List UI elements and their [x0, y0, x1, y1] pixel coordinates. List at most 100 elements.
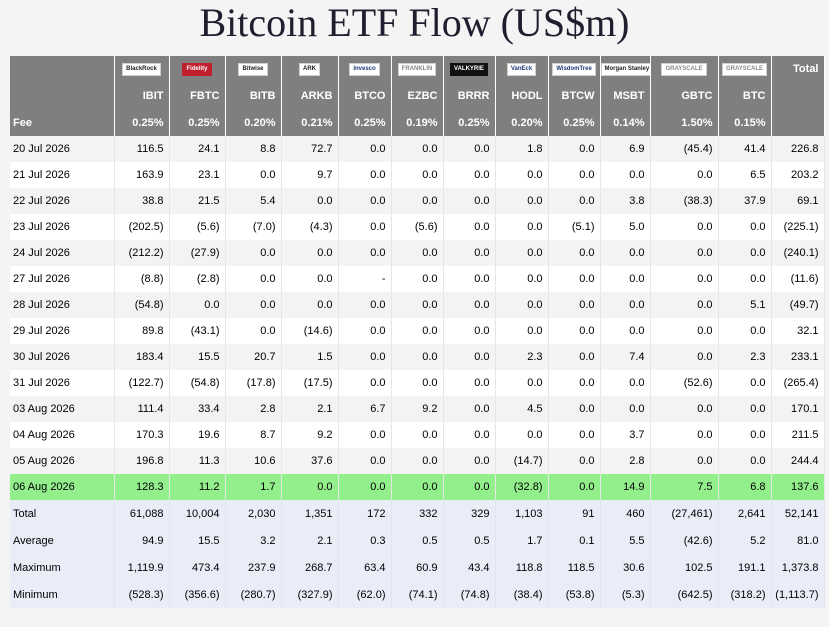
flow-value: 2.1: [281, 396, 339, 422]
flow-value: 3.7: [600, 422, 651, 448]
fee-total-blank: [771, 109, 825, 136]
summary-value: (280.7): [225, 581, 282, 608]
table-row: 06 Aug 2026 128.3 11.2 1.7 0.0 0.0 0.0 0.0 (32.8…: [10, 474, 825, 500]
ticker-row: IBIT FBTC BITB ARKB BTCO EZBC BRRR HODL BTCW MSBT…: [10, 82, 825, 109]
flow-value: 0.0: [650, 344, 719, 370]
flow-value: 0.0: [495, 318, 549, 344]
summary-value: (528.3): [114, 581, 170, 608]
summary-value: 1,103: [495, 500, 549, 527]
table-row: 24 Jul 2026 (212.2) (27.9) 0.0 0.0 0.0 0.0 0.0 0…: [10, 240, 825, 266]
summary-value: 2,030: [225, 500, 282, 527]
table-row: 04 Aug 2026 170.3 19.6 8.7 9.2 0.0 0.0 0.0 0.0 0.…: [10, 422, 825, 448]
table-row: 03 Aug 2026 111.4 33.4 2.8 2.1 6.7 9.2 0.0 4.5 0.…: [10, 396, 825, 422]
flow-value: 0.0: [650, 266, 719, 292]
flow-value: 6.5: [718, 162, 772, 188]
issuer-logo-cell: GRAYSCALE: [718, 56, 772, 82]
summary-value: 460: [600, 500, 651, 527]
summary-row: Total 61,088 10,004 2,030 1,351 172 332 329 1,10…: [10, 500, 825, 527]
flow-value: (17.5): [281, 370, 339, 396]
issuer-logo-cell: GRAYSCALE: [650, 56, 719, 82]
ticker-header: EZBC: [391, 82, 444, 109]
flow-value: 72.7: [281, 136, 339, 162]
flow-value: 41.4: [718, 136, 772, 162]
flow-value: 14.9: [600, 474, 651, 500]
ticker-header: BTCO: [338, 82, 392, 109]
flow-value: 0.0: [338, 292, 392, 318]
flow-value: (5.1): [548, 214, 601, 240]
flow-value: 0.0: [718, 370, 772, 396]
flow-value: 0.0: [600, 318, 651, 344]
flow-value: 0.0: [718, 318, 772, 344]
flow-value: 5.1: [718, 292, 772, 318]
summary-label: Average: [10, 527, 115, 554]
issuer-logo-cell: ARK: [281, 56, 339, 82]
flow-value: 116.5: [114, 136, 170, 162]
summary-value: (327.9): [281, 581, 339, 608]
issuer-logo: Bitwise: [238, 62, 268, 76]
table-row: 21 Jul 2026 163.9 23.1 0.0 9.7 0.0 0.0 0.0 0.0 0.…: [10, 162, 825, 188]
ticker-header: MSBT: [600, 82, 651, 109]
flow-value: 20.7: [225, 344, 282, 370]
flow-value: 0.0: [281, 240, 339, 266]
flow-value: 0.0: [548, 292, 601, 318]
flow-value: 11.2: [169, 474, 226, 500]
flow-value: (122.7): [114, 370, 170, 396]
flow-value: 183.4: [114, 344, 170, 370]
flow-value: 7.5: [650, 474, 719, 500]
flow-value: 0.0: [391, 240, 444, 266]
flow-value: (2.8): [169, 266, 226, 292]
flow-value: 0.0: [225, 292, 282, 318]
issuer-logo-cell: BlackRock: [114, 56, 170, 82]
row-date: 20 Jul 2026: [10, 136, 115, 162]
logo-row: BlackRock Fidelity Bitwise ARK Invesco FRANKL…: [10, 56, 825, 82]
flow-value: 196.8: [114, 448, 170, 474]
flow-value: 6.8: [718, 474, 772, 500]
summary-value: (642.5): [650, 581, 719, 608]
summary-value: 0.1: [548, 527, 601, 554]
flow-value: 0.0: [225, 266, 282, 292]
summary-value: 5.2: [718, 527, 772, 554]
summary-value: 2.1: [281, 527, 339, 554]
summary-value: 0.3: [338, 527, 392, 554]
summary-value: (27,461): [650, 500, 719, 527]
flow-value: (27.9): [169, 240, 226, 266]
summary-value: 30.6: [600, 554, 651, 581]
flow-value: 0.0: [600, 266, 651, 292]
page-title: Bitcoin ETF Flow (US$m): [199, 0, 630, 45]
summary-value: (5.3): [600, 581, 651, 608]
ticker-total-blank: [771, 82, 825, 109]
row-total: 69.1: [771, 188, 825, 214]
flow-value: 0.0: [495, 188, 549, 214]
flow-value: 0.0: [548, 266, 601, 292]
flow-value: 0.0: [338, 474, 392, 500]
flow-value: (8.8): [114, 266, 170, 292]
flow-value: 1.7: [225, 474, 282, 500]
flow-value: (14.6): [281, 318, 339, 344]
flow-value: (17.8): [225, 370, 282, 396]
row-date: 30 Jul 2026: [10, 344, 115, 370]
flow-value: 0.0: [169, 292, 226, 318]
issuer-logo-cell: VALKYRIE: [443, 56, 496, 82]
summary-value: (318.2): [718, 581, 772, 608]
flow-value: 2.8: [225, 396, 282, 422]
flow-value: (45.4): [650, 136, 719, 162]
summary-value: 237.9: [225, 554, 282, 581]
flow-value: (14.7): [495, 448, 549, 474]
flow-value: 3.8: [600, 188, 651, 214]
flow-value: 0.0: [650, 240, 719, 266]
flow-value: 23.1: [169, 162, 226, 188]
flow-value: 8.7: [225, 422, 282, 448]
summary-value: 191.1: [718, 554, 772, 581]
flow-value: 0.0: [338, 370, 392, 396]
summary-total: 52,141: [771, 500, 825, 527]
flow-value: 128.3: [114, 474, 170, 500]
fee-value: 0.25%: [338, 109, 392, 136]
row-total: 203.2: [771, 162, 825, 188]
summary-value: 5.5: [600, 527, 651, 554]
flow-value: 0.0: [495, 162, 549, 188]
flow-value: 89.8: [114, 318, 170, 344]
summary-value: 10,004: [169, 500, 226, 527]
summary-value: 118.5: [548, 554, 601, 581]
flow-value: 0.0: [548, 448, 601, 474]
table-row: 30 Jul 2026 183.4 15.5 20.7 1.5 0.0 0.0 0.0 2.3 0…: [10, 344, 825, 370]
